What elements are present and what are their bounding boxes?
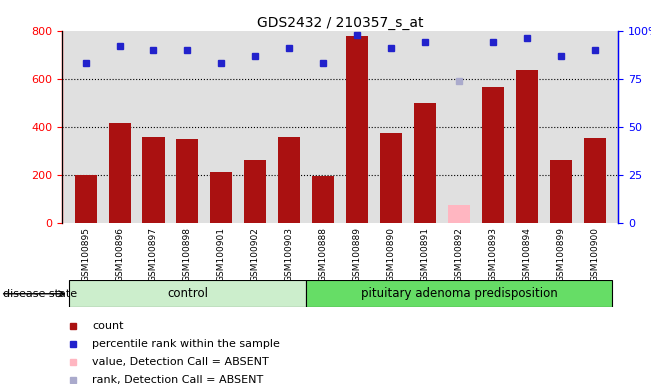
Bar (278, 137, 300, 223)
Bar (482, 87, 504, 223)
Text: percentile rank within the sample: percentile rank within the sample (92, 339, 281, 349)
Text: GSM100891: GSM100891 (421, 227, 430, 282)
Text: pituitary adenoma predisposition: pituitary adenoma predisposition (361, 287, 557, 300)
Text: GSM100888: GSM100888 (319, 227, 327, 282)
Bar (244, 161, 266, 223)
Title: GDS2432 / 210357_s_at: GDS2432 / 210357_s_at (257, 16, 423, 30)
Text: GSM100900: GSM100900 (590, 227, 599, 282)
Bar (549, 161, 572, 223)
Bar (143, 137, 165, 223)
Text: GSM100889: GSM100889 (353, 227, 361, 282)
Text: GSM100897: GSM100897 (149, 227, 158, 282)
Text: GSM100903: GSM100903 (284, 227, 294, 282)
Bar (109, 123, 131, 223)
Bar (68, 280, 306, 307)
Text: GSM100892: GSM100892 (454, 227, 464, 282)
Bar (448, 205, 470, 223)
Text: disease state: disease state (3, 289, 77, 299)
Text: GSM100893: GSM100893 (488, 227, 497, 282)
Bar (210, 172, 232, 223)
Text: control: control (167, 287, 208, 300)
Text: GSM100895: GSM100895 (81, 227, 90, 282)
Bar (380, 133, 402, 223)
Text: GSM100899: GSM100899 (556, 227, 565, 282)
Text: value, Detection Call = ABSENT: value, Detection Call = ABSENT (92, 357, 270, 367)
Text: GSM100896: GSM100896 (115, 227, 124, 282)
Bar (75, 175, 96, 223)
Bar (312, 176, 334, 223)
Text: GSM100902: GSM100902 (251, 227, 260, 282)
Text: GSM100894: GSM100894 (522, 227, 531, 282)
Text: count: count (92, 321, 124, 331)
Bar (306, 280, 612, 307)
Text: GSM100890: GSM100890 (387, 227, 396, 282)
Text: GSM100901: GSM100901 (217, 227, 226, 282)
Bar (346, 36, 368, 223)
Bar (414, 103, 436, 223)
Text: GSM100898: GSM100898 (183, 227, 192, 282)
Bar (176, 139, 199, 223)
Bar (516, 70, 538, 223)
Text: rank, Detection Call = ABSENT: rank, Detection Call = ABSENT (92, 375, 264, 384)
Bar (584, 137, 605, 223)
